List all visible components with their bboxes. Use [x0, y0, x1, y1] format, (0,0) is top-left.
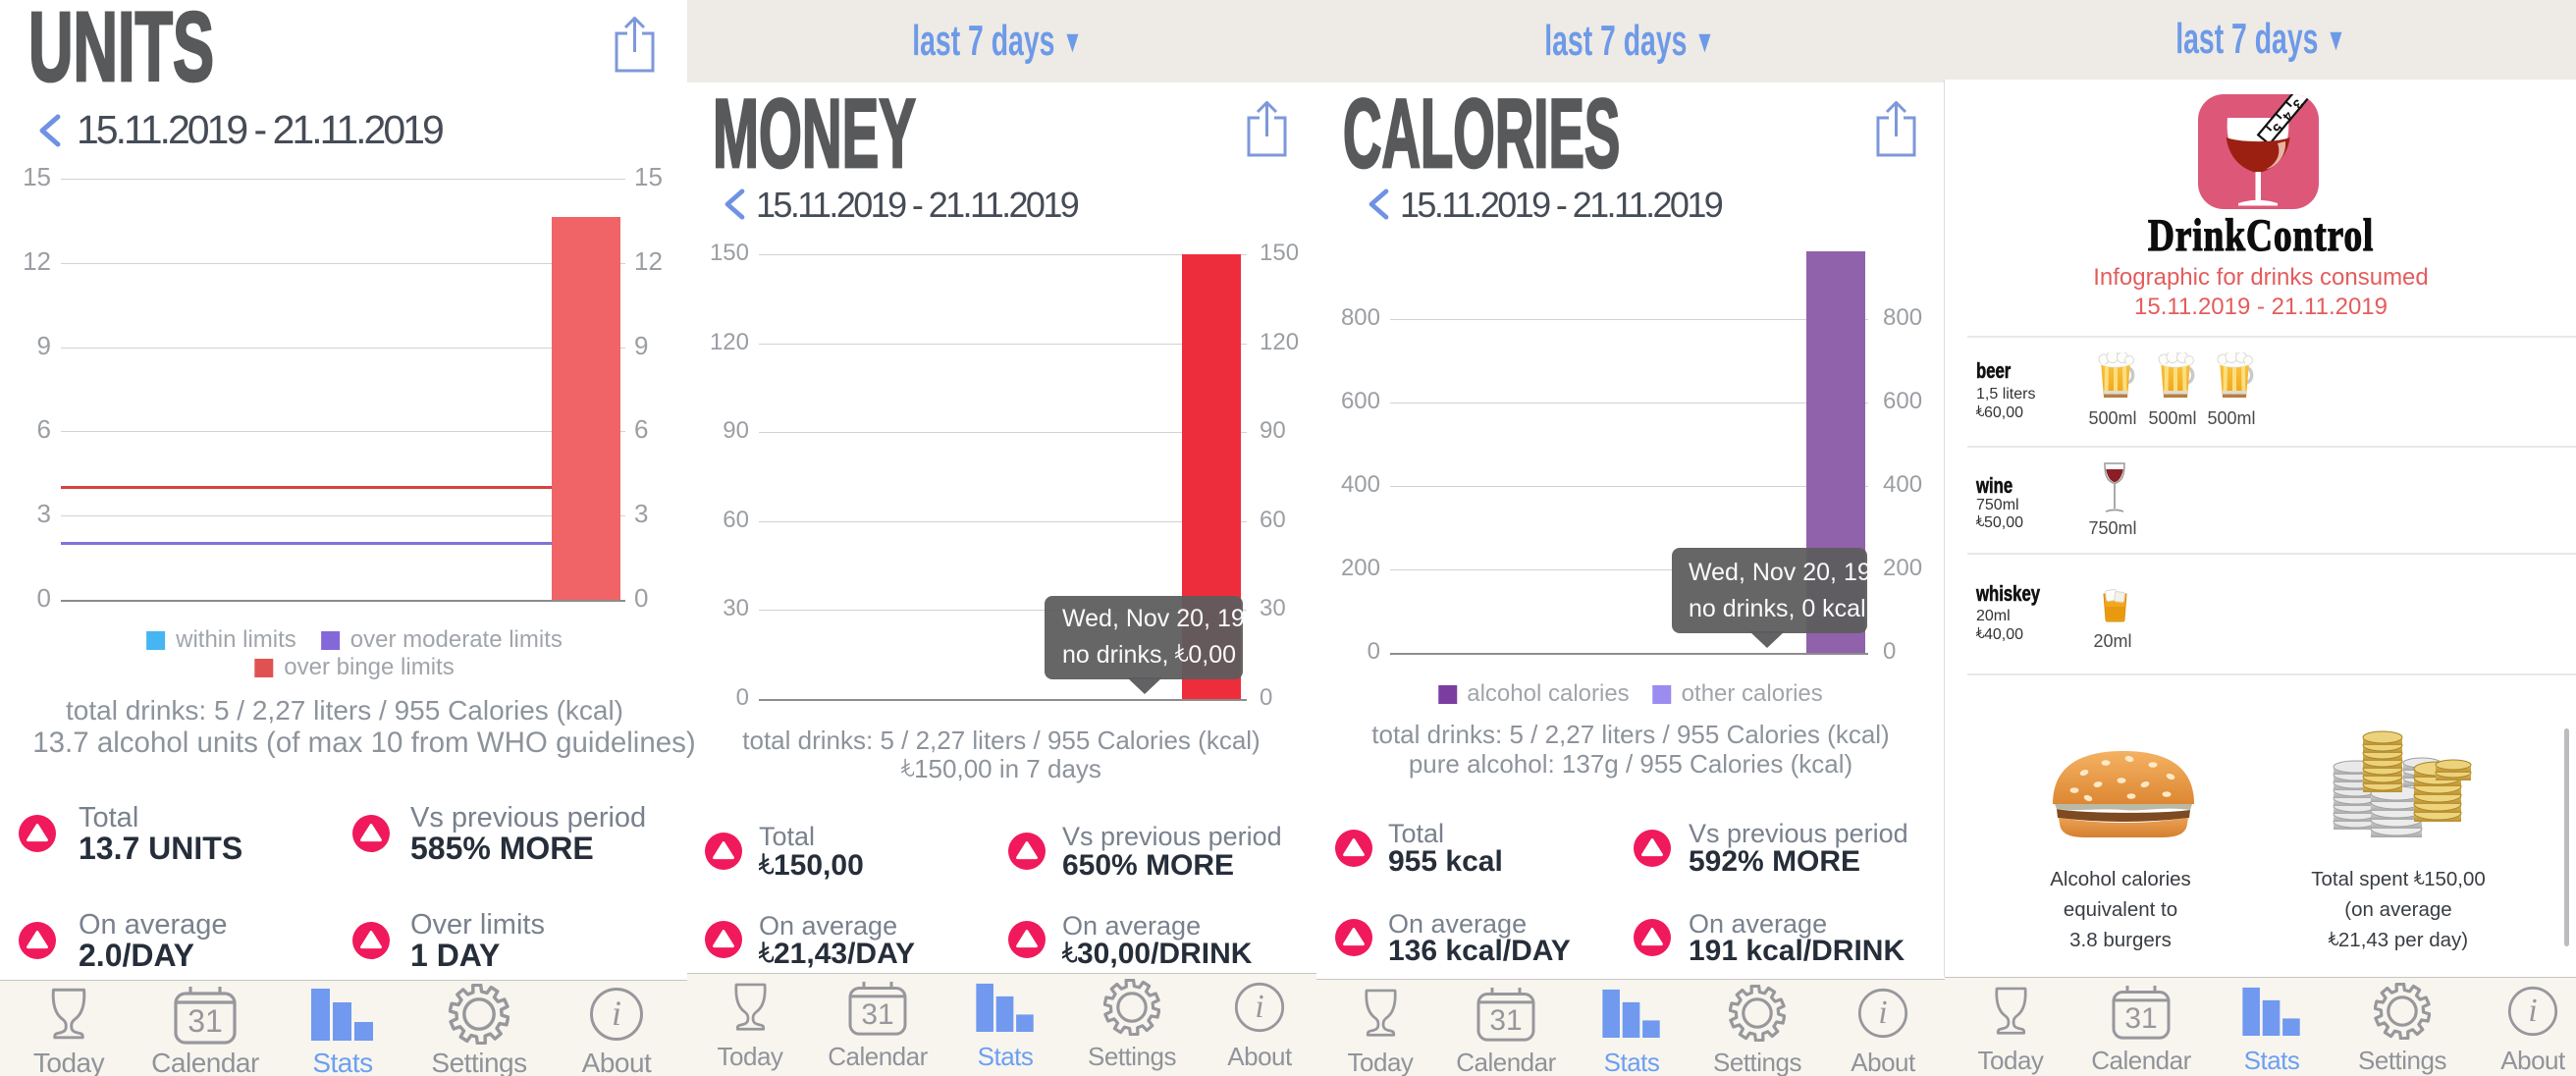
svg-text:31: 31 [2124, 1002, 2157, 1035]
svg-text:31: 31 [1489, 1004, 1522, 1037]
svg-text:31: 31 [188, 1003, 223, 1039]
svg-text:i: i [1878, 995, 1887, 1031]
svg-text:i: i [612, 994, 621, 1033]
svg-text:i: i [2528, 993, 2537, 1029]
svg-text:31: 31 [861, 998, 893, 1031]
svg-text:i: i [1255, 989, 1263, 1025]
